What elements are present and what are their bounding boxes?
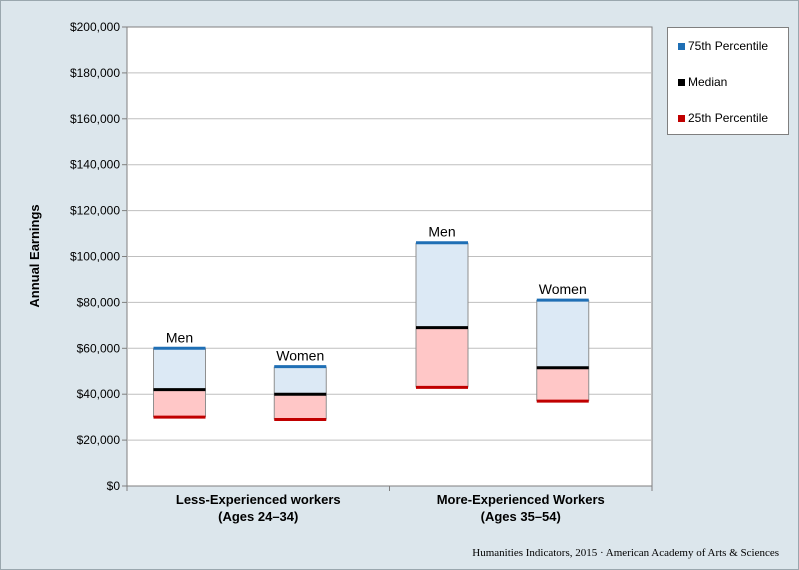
legend: 75th Percentile Median 25th Percentile (667, 27, 789, 135)
legend-swatch-median (678, 79, 685, 86)
x-category-sublabel: (Ages 24–34) (218, 509, 298, 524)
box-upper (274, 366, 327, 395)
legend-swatch-75th (678, 43, 685, 50)
legend-label-75th: 75th Percentile (688, 39, 769, 53)
box-label: Women (276, 348, 324, 364)
box-lower (536, 367, 589, 402)
axes: $0 $20,000 $40,000 $60,000 $80,000 $100,000 $1… (70, 20, 653, 524)
box-upper (416, 242, 468, 328)
y-tick-label: $160,000 (70, 112, 120, 126)
y-tick-label: $40,000 (77, 387, 121, 401)
box-lower (274, 394, 327, 420)
credit-text: Humanities Indicators, 2015 · American A… (472, 547, 779, 559)
y-tick-label: $80,000 (77, 295, 121, 309)
y-tick-label: $20,000 (77, 433, 121, 447)
y-tick-label: $120,000 (70, 204, 120, 218)
box-upper (153, 348, 206, 390)
boxes: Men Women Men Women (153, 224, 590, 421)
box-label: Men (428, 224, 455, 240)
y-tick-label: $0 (107, 479, 121, 493)
legend-item-median: Median (678, 74, 727, 90)
box-lower (416, 327, 468, 388)
y-tick-label: $200,000 (70, 20, 120, 34)
x-category-label: More-Experienced Workers (437, 492, 605, 507)
y-tick-label: $140,000 (70, 158, 120, 172)
y-tick-label: $100,000 (70, 250, 120, 264)
x-category-label: Less-Experienced workers (176, 492, 341, 507)
box-label: Men (166, 329, 193, 345)
legend-item-25th: 25th Percentile (678, 110, 768, 126)
legend-label-median: Median (688, 75, 728, 89)
y-tick-label: $180,000 (70, 66, 120, 80)
box-lower (153, 389, 206, 418)
legend-label-25th: 25th Percentile (688, 111, 769, 125)
y-tick-label: $60,000 (77, 341, 121, 355)
box-upper (536, 300, 589, 368)
box-label: Women (539, 281, 587, 297)
legend-swatch-25th (678, 115, 685, 122)
legend-item-75th: 75th Percentile (678, 38, 768, 54)
x-category-sublabel: (Ages 35–54) (481, 509, 561, 524)
y-axis-label: Annual Earnings (27, 204, 42, 307)
